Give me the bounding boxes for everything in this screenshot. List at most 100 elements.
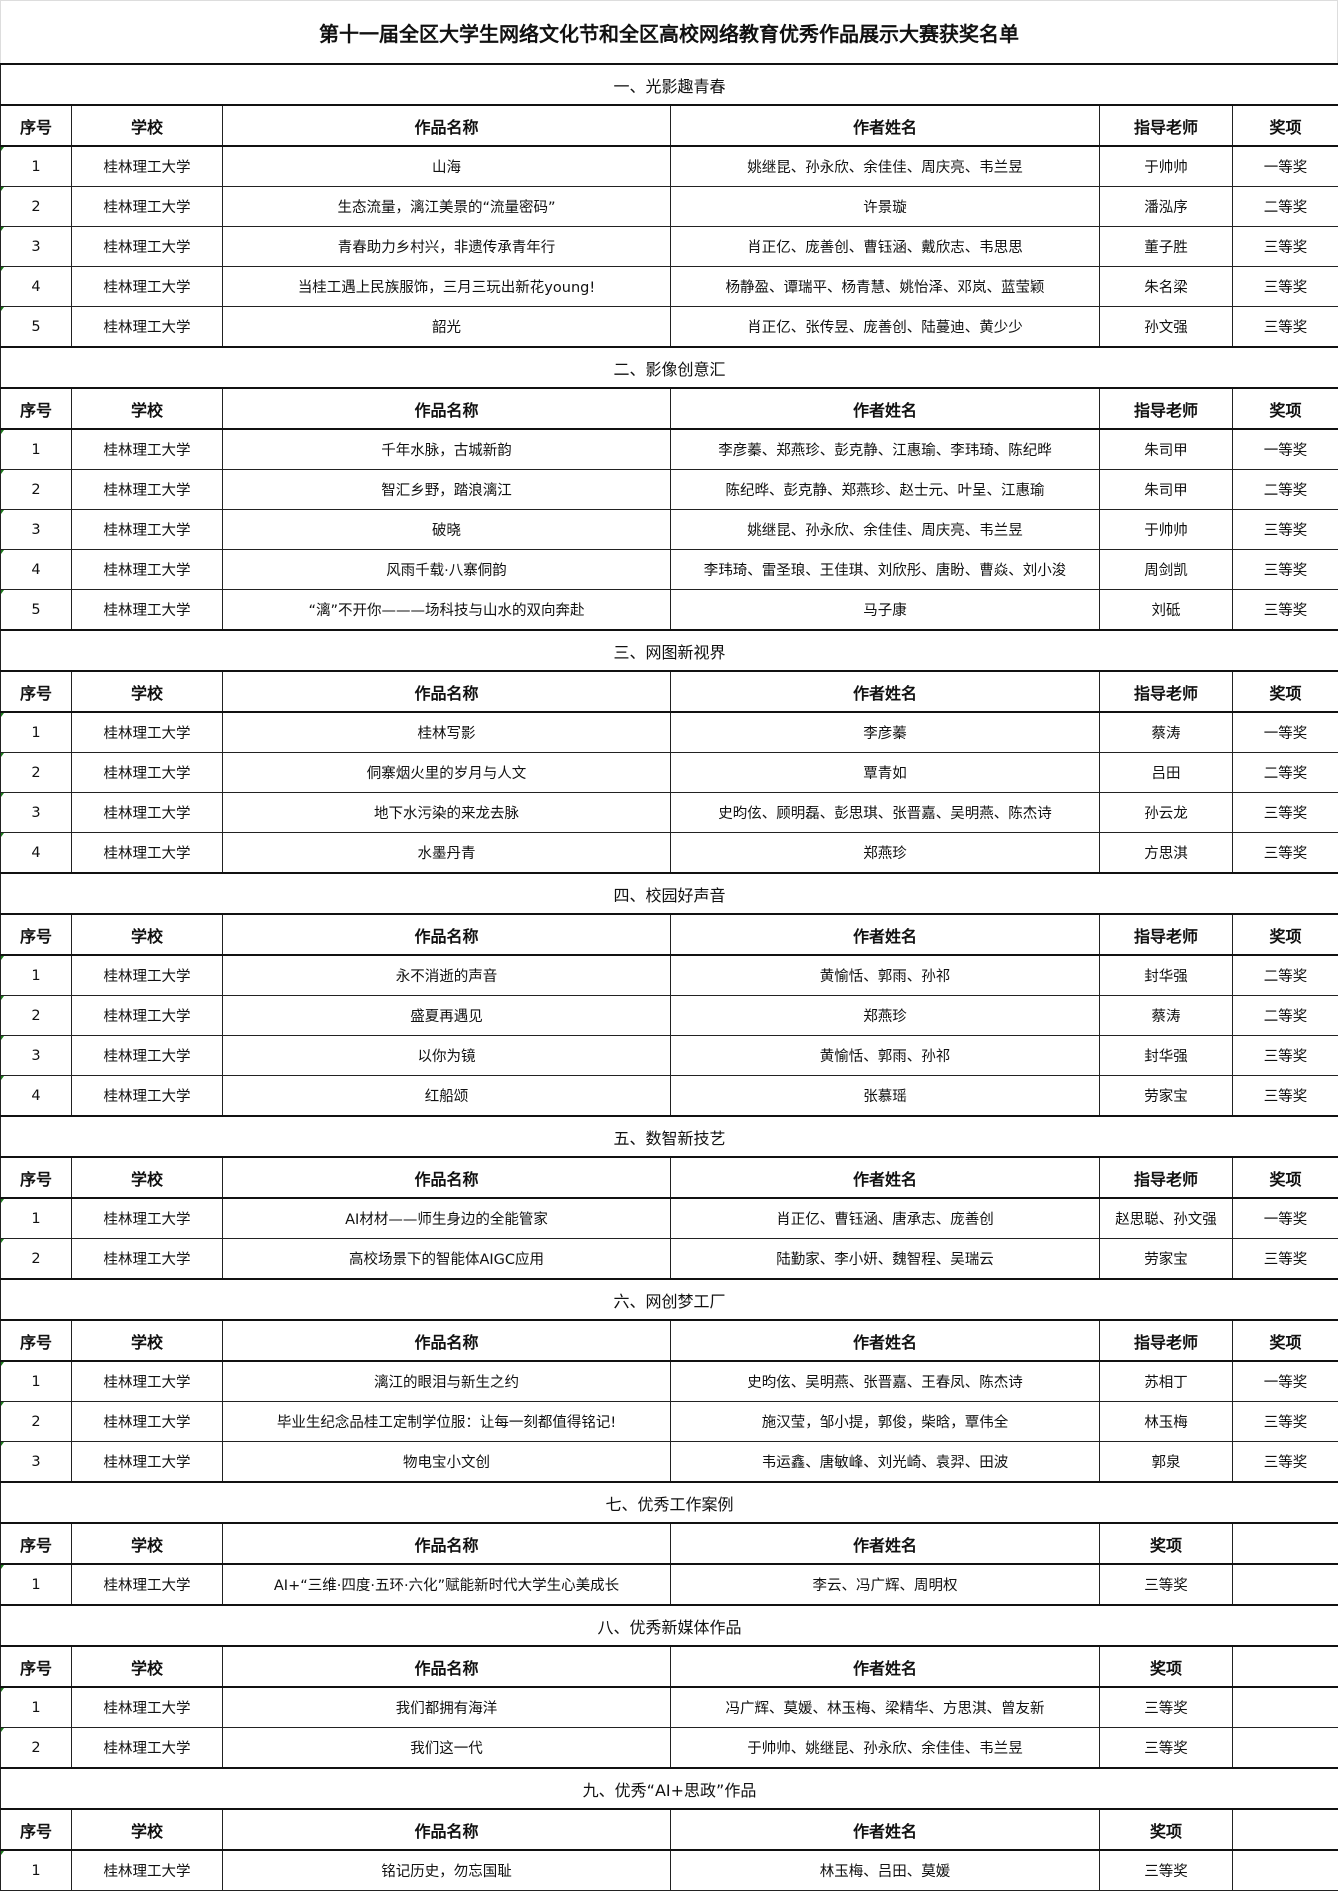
cell-school: 桂林理工大学 <box>72 550 223 590</box>
cell-award: 三等奖 <box>1233 793 1338 833</box>
cell-award: 三等奖 <box>1233 550 1338 590</box>
cell-index: 2 <box>1 187 72 227</box>
cell-advisor: 封华强 <box>1100 1036 1233 1076</box>
cell-authors: 黄愉恬、郭雨、孙祁 <box>671 955 1100 996</box>
cell-authors: 黄愉恬、郭雨、孙祁 <box>671 1036 1100 1076</box>
section-title: 二、影像创意汇 <box>1 347 1338 388</box>
cell-award: 三等奖 <box>1233 590 1338 631</box>
cell-advisor: 蔡涛 <box>1100 712 1233 753</box>
cell-work-title: 千年水脉，古城新韵 <box>223 429 671 470</box>
column-header: 奖项 <box>1233 914 1338 955</box>
cell-authors: 马子康 <box>671 590 1100 631</box>
column-header <box>1233 1523 1338 1564</box>
cell-work-title: 以你为镜 <box>223 1036 671 1076</box>
cell-advisor: 周剑凯 <box>1100 550 1233 590</box>
section-header: 八、优秀新媒体作品 <box>1 1605 1338 1646</box>
cell-work-title: 我们都拥有海洋 <box>223 1687 671 1728</box>
cell-index: 3 <box>1 510 72 550</box>
cell-school: 桂林理工大学 <box>72 712 223 753</box>
cell-school: 桂林理工大学 <box>72 429 223 470</box>
column-header: 作品名称 <box>223 1523 671 1564</box>
column-header: 作者姓名 <box>671 671 1100 712</box>
cell-advisor: 孙云龙 <box>1100 793 1233 833</box>
cell-authors: 陈纪晔、彭克静、郑燕珍、赵士元、叶呈、江惠瑜 <box>671 470 1100 510</box>
column-header: 作者姓名 <box>671 1809 1100 1850</box>
section-title: 四、校园好声音 <box>1 873 1338 914</box>
section-title: 九、优秀“AI+思政”作品 <box>1 1768 1338 1809</box>
cell-index: 1 <box>1 1687 72 1728</box>
column-header: 序号 <box>1 1809 72 1850</box>
section-header: 五、数智新技艺 <box>1 1116 1338 1157</box>
cell-index: 4 <box>1 267 72 307</box>
cell-work-title: 毕业生纪念品桂工定制学位服：让每一刻都值得铭记! <box>223 1402 671 1442</box>
cell-advisor: 蔡涛 <box>1100 996 1233 1036</box>
cell-work-title: AI材材——师生身边的全能管家 <box>223 1198 671 1239</box>
column-header-row: 序号学校作品名称作者姓名奖项 <box>1 1809 1338 1850</box>
column-header: 序号 <box>1 1523 72 1564</box>
cell-work-title: 山海 <box>223 146 671 187</box>
column-header: 序号 <box>1 671 72 712</box>
column-header: 奖项 <box>1233 671 1338 712</box>
column-header: 指导老师 <box>1100 388 1233 429</box>
cell-award: 一等奖 <box>1233 712 1338 753</box>
cell-index: 4 <box>1 550 72 590</box>
cell-school: 桂林理工大学 <box>72 1442 223 1483</box>
column-header: 奖项 <box>1233 1157 1338 1198</box>
cell-school: 桂林理工大学 <box>72 307 223 348</box>
column-header: 作品名称 <box>223 1320 671 1361</box>
column-header <box>1233 1646 1338 1687</box>
column-header: 序号 <box>1 1157 72 1198</box>
cell-index: 4 <box>1 833 72 874</box>
column-header: 作品名称 <box>223 105 671 146</box>
column-header-row: 序号学校作品名称作者姓名指导老师奖项 <box>1 671 1338 712</box>
column-header: 作者姓名 <box>671 1320 1100 1361</box>
section-title: 八、优秀新媒体作品 <box>1 1605 1338 1646</box>
cell-advisor: 封华强 <box>1100 955 1233 996</box>
cell-advisor: 朱名梁 <box>1100 267 1233 307</box>
cell-advisor: 于帅帅 <box>1100 146 1233 187</box>
cell-authors: 郑燕珍 <box>671 996 1100 1036</box>
cell-authors: 姚继昆、孙永欣、余佳佳、周庆亮、韦兰昱 <box>671 146 1100 187</box>
cell-advisor: 三等奖 <box>1100 1687 1233 1728</box>
cell-school: 桂林理工大学 <box>72 510 223 550</box>
cell-award: 三等奖 <box>1233 510 1338 550</box>
column-header: 指导老师 <box>1100 105 1233 146</box>
cell-advisor: 方思淇 <box>1100 833 1233 874</box>
cell-advisor: 孙文强 <box>1100 307 1233 348</box>
cell-authors: 姚继昆、孙永欣、余佳佳、周庆亮、韦兰昱 <box>671 510 1100 550</box>
column-header: 学校 <box>72 105 223 146</box>
column-header-row: 序号学校作品名称作者姓名指导老师奖项 <box>1 105 1338 146</box>
section-header: 三、网图新视界 <box>1 630 1338 671</box>
column-header: 作者姓名 <box>671 1157 1100 1198</box>
cell-index: 2 <box>1 753 72 793</box>
column-header: 奖项 <box>1233 388 1338 429</box>
cell-school: 桂林理工大学 <box>72 1239 223 1280</box>
cell-award <box>1233 1728 1338 1769</box>
cell-award: 三等奖 <box>1233 833 1338 874</box>
cell-authors: 陆勤家、李小妍、魏智程、吴瑞云 <box>671 1239 1100 1280</box>
cell-advisor: 三等奖 <box>1100 1728 1233 1769</box>
cell-index: 1 <box>1 712 72 753</box>
cell-index: 3 <box>1 227 72 267</box>
cell-work-title: 韶光 <box>223 307 671 348</box>
cell-school: 桂林理工大学 <box>72 227 223 267</box>
cell-authors: 张慕瑶 <box>671 1076 1100 1117</box>
cell-work-title: AI+“三维·四度·五环·六化”赋能新时代大学生心美成长 <box>223 1564 671 1605</box>
cell-work-title: 青春助力乡村兴，非遗传承青年行 <box>223 227 671 267</box>
cell-school: 桂林理工大学 <box>72 470 223 510</box>
cell-advisor: 苏相丁 <box>1100 1361 1233 1402</box>
column-header-row: 序号学校作品名称作者姓名奖项 <box>1 1646 1338 1687</box>
cell-work-title: 永不消逝的声音 <box>223 955 671 996</box>
column-header: 作品名称 <box>223 1809 671 1850</box>
